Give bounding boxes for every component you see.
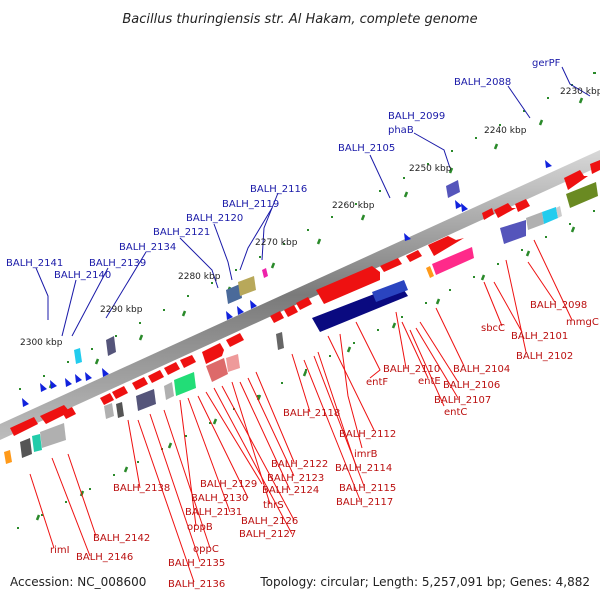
gene-label: BALH_2119 — [222, 199, 279, 210]
gene-label: BALH_2122 — [271, 459, 328, 470]
gene-label: BALH_2131 — [185, 507, 242, 518]
gene-label: BALH_2105 — [338, 143, 395, 154]
forward-strand-genes[interactable] — [10, 160, 600, 436]
gene-label: gerPF — [532, 58, 561, 69]
gene-label: BALH_2134 — [119, 242, 176, 253]
gene-label: BALH_2101 — [511, 331, 568, 342]
gene-label: entC — [444, 407, 467, 418]
bottom-leader-lines — [29, 239, 573, 583]
gene-label: BALH_2136 — [168, 579, 225, 590]
gene-label: BALH_2138 — [113, 483, 170, 494]
gene-label: BALH_2107 — [434, 395, 491, 406]
gene-label: phaB — [388, 125, 414, 136]
accession-text: Accession: NC_008600 — [10, 575, 146, 589]
scale-label: 2300 kbp — [20, 338, 63, 348]
gene-label: BALH_2116 — [250, 184, 307, 195]
gene-label: BALH_2106 — [443, 380, 500, 391]
gene-label: BALH_2146 — [76, 552, 133, 563]
gene-label: BALH_2120 — [186, 213, 243, 224]
gene-label: BALH_2141 — [6, 258, 63, 269]
gene-label: BALH_2123 — [267, 473, 324, 484]
scale-label: 2270 kbp — [255, 238, 298, 248]
gene-label: BALH_2142 — [93, 533, 150, 544]
gene-label: BALH_2110 — [383, 364, 440, 375]
gene-label: BALH_2115 — [339, 483, 396, 494]
gene-label: BALH_2088 — [454, 77, 511, 88]
gene-label: BALH_2102 — [516, 351, 573, 362]
reverse-strand-genes[interactable] — [22, 160, 552, 407]
outer-dotted-ring — [19, 72, 596, 390]
gene-label: BALH_2114 — [335, 463, 392, 474]
scale-label: 2280 kbp — [178, 272, 221, 282]
gene-label: BALH_2140 — [54, 270, 111, 281]
scale-label: 2250 kbp — [409, 164, 452, 174]
gene-label: mmgC — [566, 317, 599, 328]
gene-label: imrB — [354, 449, 378, 460]
gene-label: BALH_2118 — [283, 408, 340, 419]
gene-label: BALH_2126 — [241, 516, 298, 527]
gene-label: oppC — [193, 544, 219, 555]
gene-label: BALH_2130 — [191, 493, 248, 504]
gene-label: BALH_2129 — [200, 479, 257, 490]
scale-labels: 2230 kbp 2240 kbp 2250 kbp 2260 kbp 2270… — [20, 87, 600, 348]
gene-label: BALH_2117 — [336, 497, 393, 508]
gene-label: rimI — [50, 545, 70, 556]
map-title: Bacillus thuringiensis str. Al Hakam, co… — [122, 12, 477, 27]
gene-label: thrS — [263, 500, 284, 511]
gene-label: oppB — [187, 522, 213, 533]
scale-label: 2260 kbp — [332, 201, 375, 211]
gene-label: BALH_2104 — [453, 364, 510, 375]
scale-label: 2290 kbp — [100, 305, 143, 315]
gene-label: BALH_2121 — [153, 227, 210, 238]
scale-label: 2230 kbp — [560, 87, 600, 97]
scale-label: 2240 kbp — [484, 126, 527, 136]
gene-label: BALH_2139 — [89, 258, 146, 269]
gene-blocks[interactable] — [4, 180, 598, 464]
gene-label: BALH_2098 — [530, 300, 587, 311]
gene-label: BALH_2135 — [168, 558, 225, 569]
bottom-gene-labels[interactable]: BALH_2098 mmgC sbcC BALH_2101 BALH_2102 … — [50, 300, 599, 590]
gene-label: BALH_2127 — [239, 529, 296, 540]
gene-label: entE — [418, 376, 441, 387]
top-gene-labels[interactable]: gerPF BALH_2088 BALH_2099 phaB BALH_2105… — [6, 58, 561, 281]
gene-label: sbcC — [481, 323, 505, 334]
gene-label: BALH_2099 — [388, 111, 445, 122]
genome-backbone — [0, 150, 600, 440]
topology-text: Topology: circular; Length: 5,257,091 bp… — [259, 575, 590, 589]
top-leader-lines — [35, 66, 591, 337]
gene-label: BALH_2124 — [262, 485, 319, 496]
gene-label: BALH_2112 — [339, 429, 396, 440]
gene-label: entF — [366, 377, 388, 388]
